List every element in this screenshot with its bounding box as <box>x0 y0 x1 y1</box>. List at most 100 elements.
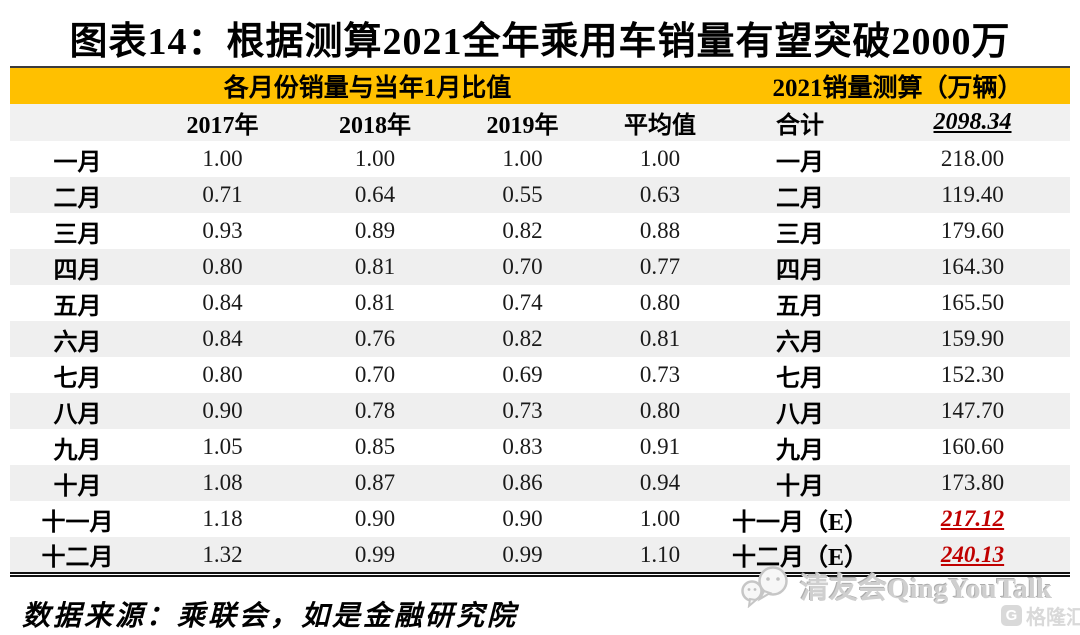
ratio-2017-cell: 1.32 <box>145 537 300 575</box>
ratio-2019-cell: 0.74 <box>502 290 543 315</box>
table-row: 八月 0.90 0.78 0.73 0.80 八月 147.70 <box>10 393 1071 429</box>
table-row: 四月 0.80 0.81 0.70 0.77 四月 164.30 <box>10 249 1071 285</box>
estimate-value-cell: 159.90 <box>875 321 1071 357</box>
ratio-average-cell: 0.80 <box>639 290 681 315</box>
col-header-total-label: 合计 <box>725 104 876 141</box>
ratio-average-cell: 0.88 <box>639 218 681 243</box>
col-header-2017: 2017年 <box>145 104 300 141</box>
estimate-month-cell: 六月 <box>725 321 876 357</box>
ratio-2017-cell: 0.93 <box>202 218 243 243</box>
ratio-2017-cell: 1.00 <box>202 146 243 171</box>
estimate-month-cell: 五月 <box>776 293 825 320</box>
estimate-value-cell: 165.50 <box>940 290 1005 315</box>
ratio-2019-cell: 0.82 <box>502 218 543 243</box>
table-body: 一月 1.00 1.00 1.00 1.00 一月 218.00 二月 0.71… <box>10 141 1071 575</box>
estimate-month-cell: 一月 <box>776 149 825 176</box>
data-source: 数据来源：乘联会，如是金融研究院 <box>22 601 519 632</box>
ratio-average-cell: 1.10 <box>595 537 726 575</box>
month-cell: 四月 <box>10 249 145 285</box>
estimate-value-cell: 179.60 <box>940 218 1005 243</box>
ratio-average-cell: 0.94 <box>595 465 726 501</box>
ratio-2018-cell: 0.87 <box>300 465 450 501</box>
ratio-2019-cell: 0.99 <box>450 537 595 575</box>
ratio-2018-cell: 0.89 <box>354 218 396 243</box>
ratio-2019-cell: 0.73 <box>450 393 595 429</box>
estimate-month-cell: 四月 <box>725 249 876 285</box>
ratio-2017-cell: 0.71 <box>145 177 300 213</box>
ratio-2018-cell: 0.85 <box>354 434 396 459</box>
ratio-average-cell: 0.81 <box>595 321 726 357</box>
ratio-2017-cell: 0.80 <box>145 249 300 285</box>
ratio-2019-cell: 0.83 <box>502 434 543 459</box>
table-row: 十月 1.08 0.87 0.86 0.94 十月 173.80 <box>10 465 1071 501</box>
table-row: 一月 1.00 1.00 1.00 1.00 一月 218.00 <box>10 141 1070 177</box>
ratio-2019-cell: 0.86 <box>450 465 595 501</box>
ratio-2019-cell: 0.82 <box>450 321 595 357</box>
estimate-value-cell: 160.60 <box>940 434 1005 459</box>
estimate-month-cell: 十二月（E） <box>725 537 876 575</box>
col-header-average: 平均值 <box>595 104 726 141</box>
ratio-2018-cell: 0.70 <box>354 362 396 387</box>
table-row: 五月 0.84 0.81 0.74 0.80 五月 165.50 <box>10 285 1070 321</box>
ratio-2019-cell: 0.69 <box>502 362 543 387</box>
figure-title: 图表14：根据测算2021全年乘用车销量有望突破2000万 <box>69 21 1011 63</box>
estimate-value-cell: 173.80 <box>875 465 1071 501</box>
col-header-month <box>10 104 145 141</box>
month-cell: 六月 <box>10 321 145 357</box>
estimate-month-cell: 三月 <box>776 221 825 248</box>
ratio-average-cell: 0.73 <box>639 362 681 387</box>
col-header-2018: 2018年 <box>300 104 450 141</box>
ratio-2018-cell: 0.81 <box>354 290 396 315</box>
table-row: 九月 1.05 0.85 0.83 0.91 九月 160.60 <box>10 429 1070 465</box>
ratio-average-cell: 0.80 <box>595 393 726 429</box>
ratio-average-cell: 0.77 <box>595 249 726 285</box>
ratio-2017-cell: 1.05 <box>202 434 243 459</box>
table-row: 二月 0.71 0.64 0.55 0.63 二月 119.40 <box>10 177 1071 213</box>
month-cell: 五月 <box>53 293 102 320</box>
estimate-month-cell: 十月 <box>725 465 876 501</box>
ratio-2018-cell: 0.64 <box>300 177 450 213</box>
ratio-2017-cell: 0.84 <box>145 321 300 357</box>
month-cell: 三月 <box>53 221 102 248</box>
ratio-2017-cell: 0.84 <box>202 290 243 315</box>
estimate-value-cell: 147.70 <box>875 393 1071 429</box>
ratio-2018-cell: 0.81 <box>300 249 450 285</box>
table-row: 六月 0.84 0.76 0.82 0.81 六月 159.90 <box>10 321 1071 357</box>
month-cell: 二月 <box>10 177 145 213</box>
ratio-2017-cell: 1.18 <box>202 506 243 531</box>
table-head: 各月份销量与当年1月比值 2021销量测算（万辆） 2017年 2018年 20… <box>10 66 1071 141</box>
ratio-2017-cell: 1.08 <box>145 465 300 501</box>
ratio-2019-cell: 0.55 <box>450 177 595 213</box>
month-cell: 十二月 <box>10 537 145 575</box>
estimate-value-cell: 218.00 <box>940 146 1005 171</box>
month-cell: 十月 <box>10 465 145 501</box>
month-cell: 七月 <box>53 365 102 392</box>
ratio-2017-cell: 0.80 <box>202 362 243 387</box>
estimate-value-cell: 217.12 <box>940 506 1005 531</box>
ratio-2019-cell: 0.70 <box>450 249 595 285</box>
table-row: 十二月 1.32 0.99 0.99 1.10 十二月（E） 240.13 <box>10 537 1071 575</box>
ratio-average-cell: 1.00 <box>639 146 681 171</box>
month-cell: 八月 <box>10 393 145 429</box>
ratio-2019-cell: 0.90 <box>502 506 543 531</box>
group-header-right: 2021销量测算（万辆） <box>725 66 1071 104</box>
sales-forecast-table: 各月份销量与当年1月比值 2021销量测算（万辆） 2017年 2018年 20… <box>10 66 1071 577</box>
ratio-average-cell: 0.63 <box>595 177 726 213</box>
estimate-value-cell: 164.30 <box>875 249 1071 285</box>
estimate-month-cell: 十一月（E） <box>732 509 869 536</box>
column-header-row: 2017年 2018年 2019年 平均值 合计 2098.34 <box>10 104 1071 141</box>
estimate-value-cell: 152.30 <box>940 362 1005 387</box>
ratio-2018-cell: 0.99 <box>300 537 450 575</box>
ratio-2018-cell: 1.00 <box>354 146 396 171</box>
ratio-average-cell: 0.91 <box>639 434 681 459</box>
month-cell: 一月 <box>53 149 102 176</box>
ratio-2017-cell: 0.90 <box>145 393 300 429</box>
ratio-average-cell: 1.00 <box>639 506 681 531</box>
table-row: 三月 0.93 0.89 0.82 0.88 三月 179.60 <box>10 213 1070 249</box>
estimate-value-cell: 240.13 <box>875 537 1071 575</box>
ratio-2018-cell: 0.90 <box>354 506 396 531</box>
month-cell: 九月 <box>53 437 102 464</box>
estimate-month-cell: 二月 <box>725 177 876 213</box>
month-cell: 十一月 <box>41 509 114 536</box>
